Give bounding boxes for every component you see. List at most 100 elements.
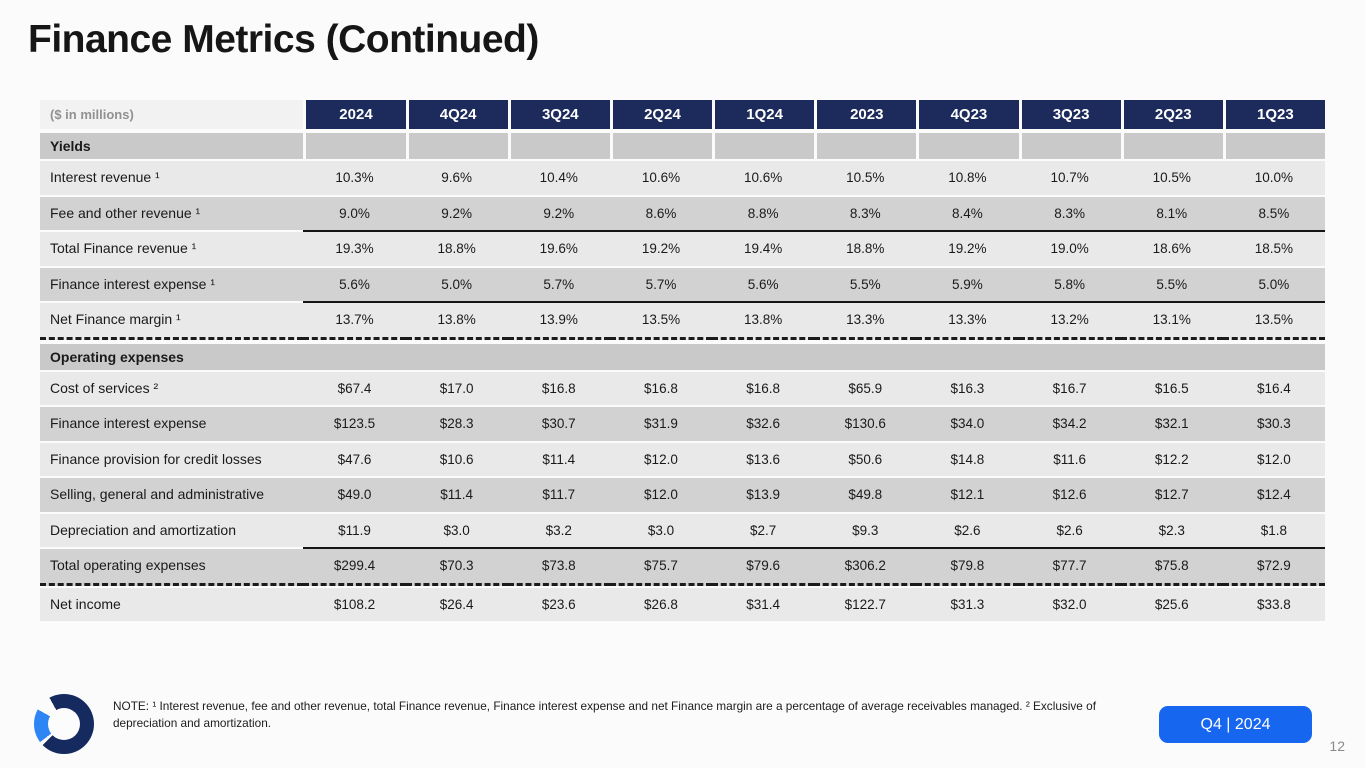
table-row: Finance interest expense ¹ 5.6% 5.0% 5.7% 5.… — [40, 265, 1325, 301]
value-cell: 8.8% — [712, 194, 815, 230]
value-cell: $14.8 — [916, 440, 1019, 476]
value-cell: $32.6 — [712, 405, 815, 441]
value-cell: $13.6 — [712, 440, 815, 476]
value-cell: 19.4% — [712, 230, 815, 266]
value-cell: $2.7 — [712, 511, 815, 547]
table-row: Total Finance revenue ¹ 19.3% 18.8% 19.6% 19… — [40, 230, 1325, 266]
section-empty-cell — [1018, 129, 1121, 159]
value-cell: $31.4 — [712, 585, 815, 621]
value-cell: 10.6% — [712, 159, 815, 195]
value-cell: 18.8% — [405, 230, 508, 266]
value-cell: 10.5% — [814, 159, 917, 195]
section-empty-cell — [916, 339, 1019, 370]
row-label: Interest revenue ¹ — [40, 159, 304, 195]
value-cell: 10.6% — [609, 159, 713, 195]
value-cell: 19.2% — [609, 230, 713, 266]
value-cell: $1.8 — [1222, 511, 1325, 547]
value-cell: 9.6% — [405, 159, 508, 195]
value-cell: $32.1 — [1120, 405, 1223, 441]
section-empty-cell — [405, 339, 508, 370]
value-cell: $12.0 — [609, 476, 713, 512]
value-cell: 5.0% — [1222, 265, 1325, 301]
section-empty-cell — [303, 339, 406, 370]
value-cell: 13.9% — [507, 301, 610, 340]
table-row: Cost of services ² $67.4 $17.0 $16.8 $16.8 $1… — [40, 369, 1325, 405]
table-row: Depreciation and amortization $11.9 $3.0 $3… — [40, 511, 1325, 547]
page-number: 12 — [1329, 738, 1345, 754]
value-cell: $23.6 — [507, 585, 610, 621]
value-cell: 5.8% — [1018, 265, 1121, 301]
value-cell: $16.7 — [1018, 369, 1121, 405]
value-cell: $108.2 — [303, 585, 406, 621]
row-label: Cost of services ² — [40, 369, 304, 405]
value-cell: 10.4% — [507, 159, 610, 195]
value-cell: $49.0 — [303, 476, 406, 512]
column-header: 1Q23 — [1222, 100, 1325, 129]
value-cell: 13.3% — [916, 301, 1019, 340]
value-cell: 8.5% — [1222, 194, 1325, 230]
value-cell: $12.1 — [916, 476, 1019, 512]
value-cell: $3.2 — [507, 511, 610, 547]
value-cell: $2.6 — [1018, 511, 1121, 547]
section-label: Operating expenses — [40, 339, 304, 370]
section-empty-cell — [1222, 339, 1325, 370]
table-row: Fee and other revenue ¹ 9.0% 9.2% 9.2% 8.6% 8… — [40, 194, 1325, 230]
value-cell: $79.8 — [916, 547, 1019, 586]
value-cell: $34.2 — [1018, 405, 1121, 441]
value-cell: 5.6% — [303, 265, 406, 301]
value-cell: 18.8% — [814, 230, 917, 266]
value-cell: $11.4 — [405, 476, 508, 512]
value-cell: $2.3 — [1120, 511, 1223, 547]
column-header: 3Q23 — [1018, 100, 1121, 129]
value-cell: $30.3 — [1222, 405, 1325, 441]
value-cell: 9.2% — [507, 194, 610, 230]
value-cell: $12.2 — [1120, 440, 1223, 476]
page-title: Finance Metrics (Continued) — [28, 18, 539, 61]
value-cell: $34.0 — [916, 405, 1019, 441]
value-cell: $25.6 — [1120, 585, 1223, 621]
value-cell: 10.8% — [916, 159, 1019, 195]
value-cell: $3.0 — [405, 511, 508, 547]
section-empty-cell — [609, 129, 713, 159]
value-cell: $10.6 — [405, 440, 508, 476]
value-cell: 19.0% — [1018, 230, 1121, 266]
value-cell: $28.3 — [405, 405, 508, 441]
value-cell: 18.6% — [1120, 230, 1223, 266]
value-cell: $11.9 — [303, 511, 406, 547]
column-header: 4Q24 — [405, 100, 508, 129]
table-row: Finance interest expense $123.5 $28.3 $30.7… — [40, 405, 1325, 441]
value-cell: 8.1% — [1120, 194, 1223, 230]
section-empty-cell — [609, 339, 713, 370]
value-cell: $11.7 — [507, 476, 610, 512]
section-empty-cell — [1222, 129, 1325, 159]
logo-ring-hole — [48, 708, 80, 740]
value-cell: $49.8 — [814, 476, 917, 512]
value-cell: $123.5 — [303, 405, 406, 441]
value-cell: 5.6% — [712, 265, 815, 301]
value-cell: 9.0% — [303, 194, 406, 230]
table-row: Finance provision for credit losses $47.6… — [40, 440, 1325, 476]
value-cell: $75.7 — [609, 547, 713, 586]
value-cell: $47.6 — [303, 440, 406, 476]
row-label: Fee and other revenue ¹ — [40, 194, 304, 230]
period-badge: Q4 | 2024 — [1159, 706, 1312, 743]
value-cell: 19.2% — [916, 230, 1019, 266]
column-header: 3Q24 — [507, 100, 610, 129]
value-cell: $9.3 — [814, 511, 917, 547]
value-cell: 19.3% — [303, 230, 406, 266]
value-cell: $306.2 — [814, 547, 917, 586]
section-row: Operating expenses — [40, 339, 1325, 370]
section-empty-cell — [507, 339, 610, 370]
value-cell: 8.4% — [916, 194, 1019, 230]
row-label: Net Finance margin ¹ — [40, 301, 304, 340]
value-cell: $16.3 — [916, 369, 1019, 405]
value-cell: $70.3 — [405, 547, 508, 586]
value-cell: $13.9 — [712, 476, 815, 512]
value-cell: 13.2% — [1018, 301, 1121, 340]
value-cell: $72.9 — [1222, 547, 1325, 586]
value-cell: $31.9 — [609, 405, 713, 441]
finance-metrics-table: ($ in millions) 2024 4Q24 3Q24 2Q24 1Q24 2023… — [40, 100, 1325, 621]
value-cell: $67.4 — [303, 369, 406, 405]
row-label: Finance interest expense — [40, 405, 304, 441]
